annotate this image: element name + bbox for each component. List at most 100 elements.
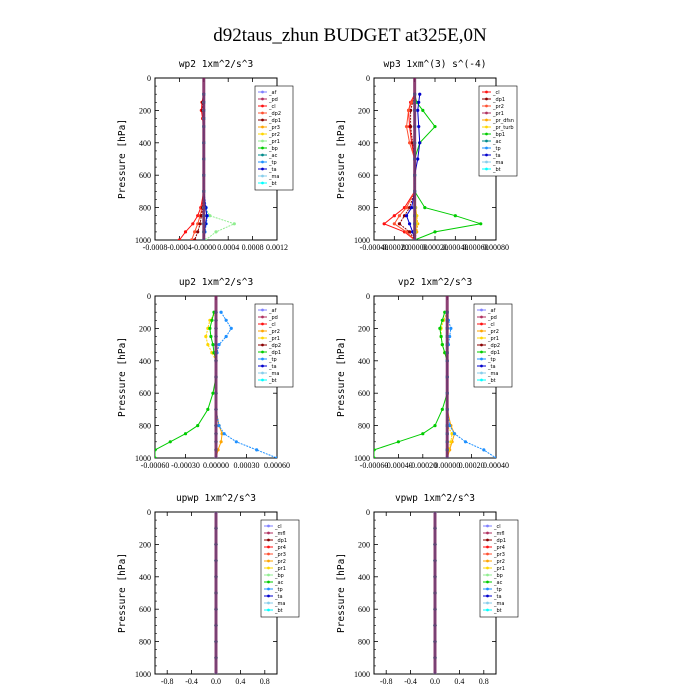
- series-point-pr2: [397, 214, 402, 218]
- legend-marker: [485, 104, 488, 108]
- x-tick-label: -0.00060: [360, 461, 389, 470]
- series-point-dp1: [183, 432, 188, 436]
- y-tick-label: 200: [139, 106, 151, 115]
- legend-label: _cl: [487, 322, 495, 328]
- series-point-tp: [217, 424, 221, 428]
- legend-marker: [261, 371, 264, 375]
- legend-label: _cl: [274, 524, 282, 530]
- series-point-dp1: [433, 424, 437, 428]
- series-point-tp: [449, 326, 453, 330]
- legend-marker: [480, 378, 483, 382]
- y-tick-label: 200: [358, 106, 370, 115]
- series-point-tp: [217, 343, 221, 347]
- legend-marker: [261, 146, 264, 150]
- legend-label: _bt: [492, 167, 501, 173]
- legend-label: _ac: [493, 580, 503, 586]
- series-point-tp: [494, 456, 496, 458]
- series-point-dp1: [208, 326, 212, 330]
- legend-marker: [480, 308, 483, 312]
- legend-marker: [267, 559, 270, 563]
- x-tick-label: 0.00020: [422, 243, 448, 252]
- series-point-cl: [392, 214, 396, 218]
- legend-label: _tp: [487, 357, 496, 363]
- series-point-dp1: [374, 448, 376, 452]
- legend-box: [478, 85, 518, 177]
- legend-label: _bt: [268, 181, 277, 187]
- legend-marker: [267, 608, 270, 612]
- legend-marker: [485, 139, 488, 143]
- legend-marker: [485, 118, 488, 122]
- series-point-cl: [382, 222, 386, 226]
- series-point-pr2: [406, 108, 411, 112]
- series-point-bp1: [433, 230, 437, 234]
- y-tick-label: 600: [139, 605, 151, 614]
- legend-label: _pd: [268, 97, 278, 103]
- legend-label: _af: [268, 308, 277, 314]
- legend-label: _bp: [493, 573, 503, 579]
- legend-label: _bp: [268, 146, 278, 152]
- legend-label: _tp: [268, 160, 277, 166]
- series-point-dp1: [409, 125, 413, 129]
- series-point-tp: [448, 424, 452, 428]
- series-point-tp: [255, 448, 259, 452]
- legend-marker: [267, 566, 270, 570]
- y-tick-label: 800: [139, 638, 151, 647]
- legend-label: _tp: [493, 587, 502, 593]
- x-tick-label: -0.00040: [384, 461, 413, 470]
- series-point-ta: [418, 92, 422, 96]
- chart-panel-1: wp2 1xm^2/s^3 Pressure [hPa] 0 200 400 600 800…: [117, 59, 294, 252]
- legend-marker: [267, 594, 270, 598]
- series-point-pr1: [232, 222, 236, 226]
- series-point-dp1: [196, 230, 200, 234]
- legend-label: _pr4: [274, 545, 286, 551]
- series-point-cl: [183, 230, 188, 234]
- legend-marker: [485, 97, 488, 101]
- series-point-tp: [234, 440, 238, 444]
- y-tick-label: 800: [139, 422, 151, 431]
- legend-label: _pr1: [493, 566, 505, 572]
- legend-label: _bp1: [492, 132, 505, 138]
- series-point-cl: [191, 222, 195, 226]
- x-tick-label: -0.4: [404, 677, 417, 686]
- series-point-pr2: [392, 222, 396, 226]
- chart-panel-2: wp3 1xm^(3) s^(-4) Pressure [hPa] 0 200 400 6…: [336, 59, 518, 252]
- series-point-tp: [229, 326, 233, 330]
- y-tick-label: 800: [358, 422, 370, 431]
- legend-label: _cl: [493, 524, 501, 530]
- legend-marker: [486, 524, 489, 528]
- series-point-pr1: [450, 432, 454, 436]
- y-tick-label: 1000: [135, 454, 151, 463]
- legend-label: _pr2: [268, 329, 280, 335]
- legend-marker: [486, 573, 489, 577]
- legend-marker: [261, 357, 264, 361]
- legend-marker: [261, 378, 264, 382]
- legend-label: _pr1: [492, 111, 504, 117]
- legend-marker: [486, 545, 489, 549]
- x-tick-label: 0.4: [235, 677, 245, 686]
- x-tick-label: 0.8: [260, 677, 270, 686]
- y-axis-label: Pressure [hPa]: [117, 337, 128, 417]
- legend-label: _af: [487, 308, 496, 314]
- legend-marker: [486, 552, 489, 556]
- series-group: [382, 78, 483, 240]
- series-point-dp1: [211, 391, 215, 395]
- x-tick-label: -0.00040: [360, 243, 389, 252]
- figure-title: d92taus_zhun BUDGET at325E,0N: [213, 25, 487, 46]
- series-point-dp1: [196, 424, 200, 428]
- series-point-dp1: [206, 407, 210, 411]
- legend-label: _dp1: [493, 538, 506, 544]
- y-axis-label: Pressure [hPa]: [117, 119, 128, 199]
- legend-label: _dp2: [487, 343, 500, 349]
- y-tick-label: 800: [139, 204, 151, 213]
- y-tick-label: 400: [139, 573, 151, 582]
- x-tick-label: 0.00040: [442, 243, 468, 252]
- x-tick-label: 0.0012: [266, 243, 288, 252]
- legend-label: _dp2: [268, 111, 281, 117]
- legend-marker: [480, 329, 483, 333]
- y-tick-label: 400: [358, 573, 370, 582]
- legend-marker: [261, 167, 264, 171]
- legend-label: _tp: [274, 587, 283, 593]
- series-point-dp1: [443, 351, 447, 355]
- chart-panel-4: vp2 1xm^2/s^3 Pressure [hPa] 0 200 400 600 800…: [336, 277, 513, 470]
